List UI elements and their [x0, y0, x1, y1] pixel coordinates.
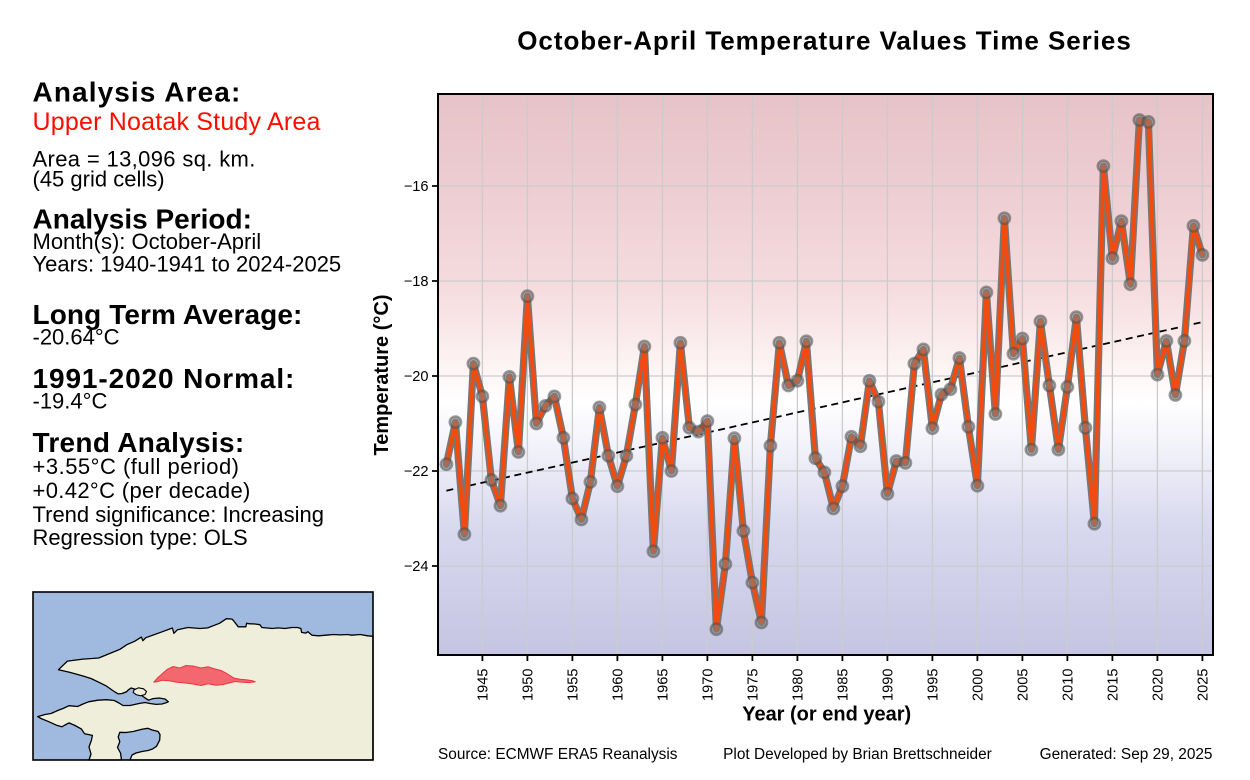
- svg-text:−18: −18: [404, 274, 429, 290]
- svg-text:Years: 1940-1941 to 2024-2025: Years: 1940-1941 to 2024-2025: [33, 251, 342, 276]
- svg-text:2025: 2025: [1196, 669, 1212, 701]
- svg-text:2005: 2005: [1016, 669, 1032, 701]
- svg-text:October-April Temperature Valu: October-April Temperature Values Time Se…: [517, 26, 1132, 56]
- svg-text:-20.64°C: -20.64°C: [33, 324, 120, 349]
- svg-text:Year (or end year): Year (or end year): [742, 704, 911, 726]
- svg-text:Generated: Sep 29, 2025: Generated: Sep 29, 2025: [1040, 746, 1213, 763]
- svg-text:1955: 1955: [566, 669, 582, 701]
- svg-text:1990: 1990: [881, 669, 897, 701]
- svg-text:1991-2020 Normal:: 1991-2020 Normal:: [33, 363, 296, 394]
- svg-text:Plot Developed by Brian Bretts: Plot Developed by Brian Brettschneider: [723, 746, 992, 763]
- svg-text:−22: −22: [404, 464, 429, 480]
- svg-text:Analysis Area:: Analysis Area:: [33, 76, 242, 107]
- svg-text:+0.42°C (per decade): +0.42°C (per decade): [33, 478, 251, 503]
- svg-text:2000: 2000: [971, 669, 987, 701]
- svg-text:Upper Noatak Study Area: Upper Noatak Study Area: [33, 108, 321, 136]
- svg-text:−20: −20: [404, 369, 429, 385]
- svg-text:2010: 2010: [1061, 669, 1077, 701]
- svg-text:1970: 1970: [701, 669, 717, 701]
- svg-text:-19.4°C: -19.4°C: [33, 388, 108, 413]
- svg-text:1975: 1975: [746, 669, 762, 701]
- svg-text:1985: 1985: [836, 669, 852, 701]
- svg-text:(45 grid cells): (45 grid cells): [33, 167, 165, 192]
- svg-text:Area = 13,096 sq. km.: Area = 13,096 sq. km.: [33, 147, 256, 172]
- svg-text:−16: −16: [404, 179, 429, 195]
- svg-text:Trend Analysis:: Trend Analysis:: [33, 427, 245, 458]
- svg-text:2015: 2015: [1106, 669, 1122, 701]
- svg-text:1995: 1995: [926, 669, 942, 701]
- svg-text:1950: 1950: [521, 669, 537, 701]
- svg-text:1980: 1980: [791, 669, 807, 701]
- svg-text:−24: −24: [404, 559, 429, 575]
- svg-text:2020: 2020: [1151, 669, 1167, 701]
- svg-text:Temperature (°C): Temperature (°C): [371, 295, 393, 456]
- svg-text:+3.55°C (full period): +3.55°C (full period): [33, 454, 240, 479]
- svg-text:Analysis Period:: Analysis Period:: [33, 204, 252, 235]
- svg-text:Long Term Average:: Long Term Average:: [33, 299, 303, 330]
- svg-text:Regression type: OLS: Regression type: OLS: [33, 525, 248, 550]
- svg-text:1965: 1965: [656, 669, 672, 701]
- svg-text:Source: ECMWF ERA5 Reanalysis: Source: ECMWF ERA5 Reanalysis: [438, 746, 678, 763]
- svg-text:Trend significance: Increasing: Trend significance: Increasing: [33, 502, 324, 527]
- svg-text:1960: 1960: [611, 669, 627, 701]
- svg-text:Month(s): October-April: Month(s): October-April: [33, 229, 262, 254]
- svg-text:1945: 1945: [476, 669, 492, 701]
